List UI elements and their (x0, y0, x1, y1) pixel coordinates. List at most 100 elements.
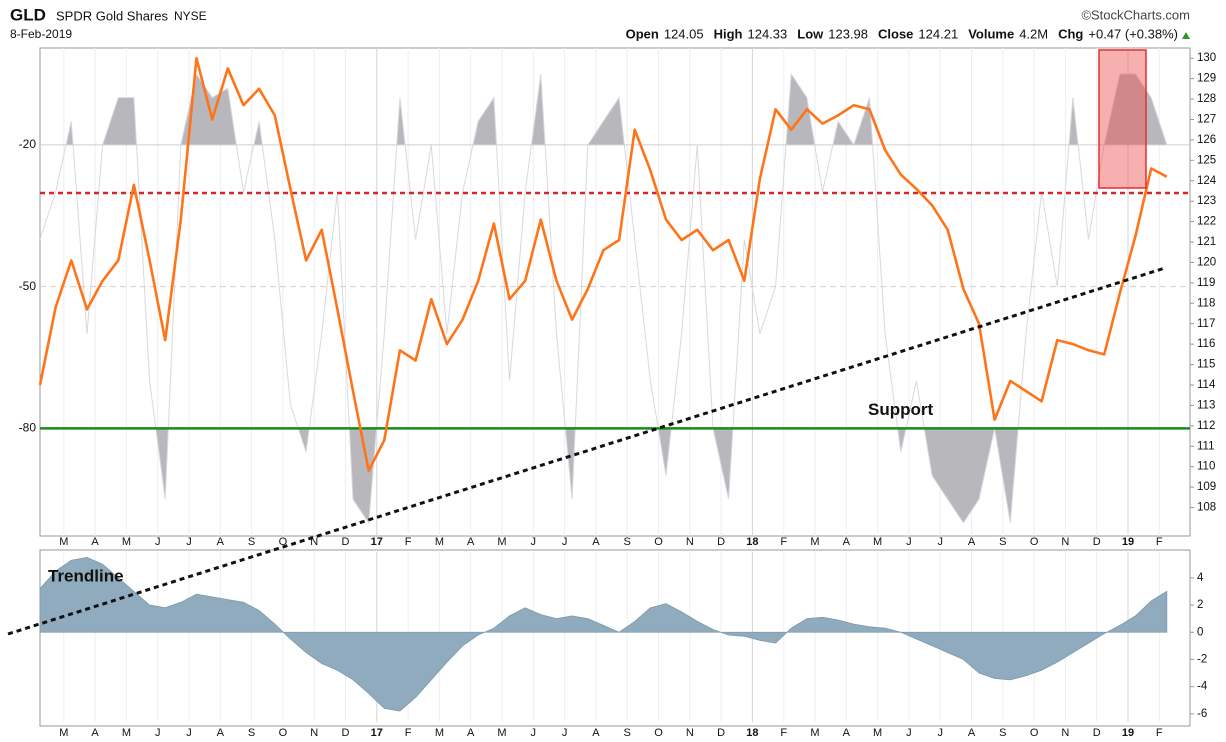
y-tick-label: 124 (1197, 175, 1217, 187)
oscillator-line (39, 72, 1168, 525)
stat-value: 124.05 (664, 26, 704, 41)
y-tick-label: 2 (1197, 599, 1203, 611)
x-tick-label: A (968, 536, 976, 548)
x-tick-label: S (248, 727, 255, 739)
stat-label: Open (626, 26, 659, 41)
y-tick-label: 109 (1197, 481, 1216, 493)
stat-label: High (714, 26, 743, 41)
y-tick-label: 110 (1197, 461, 1215, 473)
main-plot: M A M J J A S O N D 17 F M A M J J A S O N D 18 F M A M J J A S O N D 19 F -… (19, 48, 1217, 548)
x-tick-label: O (1030, 727, 1039, 739)
x-tick-label: A (467, 727, 475, 739)
x-tick-label: 19 (1122, 727, 1134, 739)
x-tick-label: O (654, 727, 663, 739)
stat-value: 124.33 (747, 26, 787, 41)
x-tick-label: N (1061, 727, 1069, 739)
x-tick-label: F (1156, 727, 1163, 739)
x-tick-label: D (717, 727, 725, 739)
stat-value: +0.47 (+0.38%) (1088, 26, 1178, 41)
y-tick-label: 116 (1197, 338, 1215, 350)
x-tick-label: M (59, 536, 68, 548)
y-tick-label: 108 (1197, 502, 1216, 514)
x-tick-label: O (279, 727, 288, 739)
x-tick-label: M (873, 727, 882, 739)
date: 8-Feb-2019 (10, 27, 72, 41)
x-tick-label: M (810, 727, 819, 739)
y-tick-label: 119 (1197, 277, 1215, 289)
y2-tick-label: -50 (19, 279, 37, 293)
y-tick-label: 0 (1197, 626, 1203, 638)
y-tick-label: 121 (1197, 236, 1216, 248)
x-tick-label: A (91, 536, 99, 548)
x-tick-label: J (562, 536, 568, 548)
x-tick-label: S (624, 536, 631, 548)
x-tick-label: J (186, 536, 192, 548)
stats: +0.47 (+0.38%) Chg 4.2M Volume 124.21 Close 12… (626, 26, 1178, 41)
y-tick-label: -6 (1197, 708, 1207, 720)
x-tick-label: M (873, 536, 882, 548)
y-tick-label: 123 (1197, 195, 1216, 207)
x-tick-label: 18 (746, 536, 758, 548)
y-tick-label: -4 (1197, 681, 1208, 693)
x-tick-label: J (531, 536, 537, 548)
x-tick-label: 19 (1122, 536, 1134, 548)
y-tick-label: 118 (1197, 297, 1215, 309)
x-tick-label: M (122, 727, 131, 739)
x-tick-label: D (717, 536, 725, 548)
x-tick-label: J (906, 727, 912, 739)
x-tick-label: N (686, 536, 694, 548)
y-tick-label: 127 (1197, 114, 1216, 126)
y-tick-label: 122 (1197, 216, 1216, 228)
x-tick-label: M (122, 536, 131, 548)
annotation: Trendline (48, 566, 124, 585)
x-tick-label: M (435, 727, 444, 739)
x-tick-label: F (405, 536, 412, 548)
up-arrow (1182, 32, 1190, 39)
x-tick-label: N (1061, 536, 1069, 548)
x-tick-label: A (843, 727, 851, 739)
y-tick-label: 128 (1197, 93, 1216, 105)
x-tick-label: J (937, 727, 943, 739)
x-tick-label: J (531, 727, 537, 739)
trendline (7, 266, 1166, 636)
x-tick-label: 18 (746, 727, 758, 739)
y-tick-label: 112 (1197, 420, 1215, 432)
y-tick-label: 125 (1197, 154, 1216, 166)
reference-label: Support (868, 400, 933, 419)
y-tick-label: 111 (1197, 440, 1214, 452)
x-tick-label: S (999, 727, 1006, 739)
x-tick-label: D (1093, 727, 1101, 739)
x-tick-label: A (91, 727, 99, 739)
x-tick-label: A (217, 727, 225, 739)
x-tick-label: M (497, 536, 506, 548)
x-tick-label: A (968, 727, 976, 739)
y-tick-label: 114 (1197, 379, 1216, 391)
y-tick-label: 120 (1197, 256, 1216, 268)
y-tick-label: 117 (1197, 318, 1215, 330)
x-tick-label: J (186, 727, 192, 739)
x-tick-label: N (686, 727, 694, 739)
x-tick-label: A (467, 536, 475, 548)
x-tick-label: O (1030, 536, 1039, 548)
security-name: SPDR Gold Shares (56, 8, 168, 23)
y-tick-label: 129 (1197, 73, 1216, 85)
stat-label: Low (797, 26, 824, 41)
x-tick-label: D (342, 727, 350, 739)
x-tick-label: S (624, 727, 631, 739)
lower-panel (39, 549, 1191, 727)
symbol: GLD (10, 5, 46, 24)
x-tick-label: A (217, 536, 225, 548)
x-tick-label: M (810, 536, 819, 548)
x-tick-label: F (780, 727, 787, 739)
x-tick-label: A (592, 536, 600, 548)
exchange: NYSE (174, 9, 207, 23)
highlight-box (1098, 49, 1147, 189)
x-tick-label: 17 (371, 536, 383, 548)
x-tick-label: F (405, 727, 412, 739)
x-tick-label: J (906, 536, 912, 548)
y-tick-label: -2 (1197, 653, 1207, 665)
stat-label: Volume (968, 26, 1014, 41)
oscillator-fill (66, 74, 1167, 145)
x-tick-label: M (497, 727, 506, 739)
